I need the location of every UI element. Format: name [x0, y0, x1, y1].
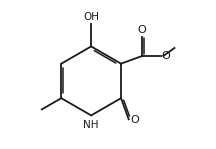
Text: O: O [130, 115, 139, 125]
Text: O: O [138, 25, 146, 35]
Text: OH: OH [83, 12, 99, 22]
Text: O: O [161, 51, 170, 61]
Text: NH: NH [83, 120, 99, 130]
